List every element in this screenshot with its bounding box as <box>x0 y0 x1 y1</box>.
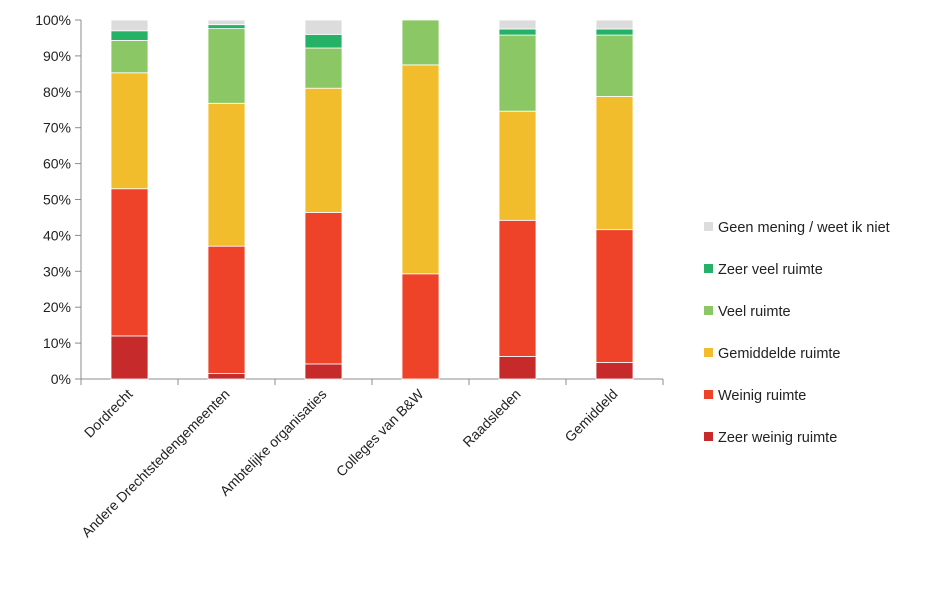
bar-segment-zeer-weinig-ruimte <box>110 335 149 380</box>
legend-label: Geen mening / weet ik niet <box>718 220 890 236</box>
bar-segment-veel-ruimte <box>304 47 343 89</box>
bar-segment-gemiddelde-ruimte <box>595 96 634 231</box>
x-tick-label: Raadsleden <box>459 386 523 450</box>
legend-swatch <box>704 432 713 441</box>
bar-stacks <box>110 19 634 380</box>
x-tick-label: Gemiddeld <box>561 386 620 445</box>
y-tick-label: 50% <box>43 192 71 208</box>
y-tick-label: 100% <box>35 12 71 28</box>
bar-segment-weinig-ruimte <box>595 229 634 363</box>
bar-segment-zeer-veel-ruimte <box>304 33 343 49</box>
legend-swatch <box>704 390 713 399</box>
bar-stack-colleges-van-bandw <box>401 19 440 380</box>
x-tick-label: Colleges van B&W <box>333 385 427 479</box>
bar-stack-ambtelijke-organisaties <box>304 19 343 380</box>
y-tick-label: 60% <box>43 156 71 172</box>
y-tick-label: 80% <box>43 84 71 100</box>
legend-item: Gemiddelde ruimte <box>704 346 841 362</box>
bar-segment-zeer-veel-ruimte <box>498 28 537 36</box>
bar-segment-gemiddelde-ruimte <box>304 87 343 213</box>
bar-segment-geen-mening-weet-ik-niet <box>304 19 343 35</box>
legend-item: Weinig ruimte <box>704 388 806 404</box>
legend-label: Gemiddelde ruimte <box>718 346 841 362</box>
bar-segment-weinig-ruimte <box>401 273 440 380</box>
bar-stack-dordrecht <box>110 19 149 380</box>
bar-segment-weinig-ruimte <box>498 219 537 357</box>
bar-segment-geen-mening-weet-ik-niet <box>110 19 149 32</box>
bar-segment-geen-mening-weet-ik-niet <box>207 19 246 26</box>
bar-segment-zeer-weinig-ruimte <box>595 362 634 380</box>
bar-segment-zeer-weinig-ruimte <box>498 355 537 380</box>
bar-segment-zeer-weinig-ruimte <box>304 363 343 380</box>
bar-segment-zeer-veel-ruimte <box>110 30 149 41</box>
legend-swatch <box>704 264 713 273</box>
bar-stack-andere-drechtstedengemeenten <box>207 19 246 380</box>
bar-segment-weinig-ruimte <box>110 188 149 337</box>
x-tick-label: Ambtelijke organisaties <box>217 386 330 499</box>
bar-segment-gemiddelde-ruimte <box>498 110 537 221</box>
bar-stack-gemiddeld <box>595 19 634 380</box>
legend-label: Zeer weinig ruimte <box>718 430 837 446</box>
y-tick-label: 30% <box>43 263 71 279</box>
y-tick-label: 20% <box>43 299 71 315</box>
bar-segment-geen-mening-weet-ik-niet <box>498 19 537 30</box>
y-tick-label: 0% <box>51 371 71 387</box>
legend-item: Zeer veel ruimte <box>704 262 823 278</box>
bar-segment-gemiddelde-ruimte <box>110 72 149 190</box>
legend-swatch <box>704 222 713 231</box>
legend-item: Zeer weinig ruimte <box>704 430 837 446</box>
bar-segment-veel-ruimte <box>498 34 537 112</box>
y-tick-label: 70% <box>43 120 71 136</box>
bar-segment-gemiddelde-ruimte <box>401 64 440 275</box>
legend-swatch <box>704 306 713 315</box>
bar-segment-weinig-ruimte <box>207 245 246 375</box>
bar-segment-zeer-veel-ruimte <box>595 28 634 36</box>
y-axis: 0% 10% 20% 30% 40% 50% 60% 70% 80% 90% 100% <box>35 12 82 387</box>
legend-label: Weinig ruimte <box>718 388 806 404</box>
bar-segment-veel-ruimte <box>401 19 440 66</box>
legend: Geen mening / weet ik niet Zeer veel ruim… <box>704 220 890 446</box>
y-tick-label: 10% <box>43 335 71 351</box>
bar-segment-gemiddelde-ruimte <box>207 102 246 247</box>
y-tick-label: 40% <box>43 227 71 243</box>
legend-label: Veel ruimte <box>718 304 791 320</box>
bar-stack-raadsleden <box>498 19 537 380</box>
bar-segment-zeer-weinig-ruimte <box>207 373 246 380</box>
legend-swatch <box>704 348 713 357</box>
legend-item: Geen mening / weet ik niet <box>704 220 890 236</box>
y-tick-label: 90% <box>43 48 71 64</box>
bar-segment-zeer-veel-ruimte <box>207 24 246 30</box>
x-tick-label: Dordrecht <box>81 386 136 441</box>
bar-segment-weinig-ruimte <box>304 212 343 365</box>
bar-segment-veel-ruimte <box>595 34 634 97</box>
legend-item: Veel ruimte <box>704 304 791 320</box>
bar-segment-geen-mening-weet-ik-niet <box>595 19 634 30</box>
legend-label: Zeer veel ruimte <box>718 262 823 278</box>
bar-segment-veel-ruimte <box>207 28 246 104</box>
bar-segment-veel-ruimte <box>110 40 149 74</box>
